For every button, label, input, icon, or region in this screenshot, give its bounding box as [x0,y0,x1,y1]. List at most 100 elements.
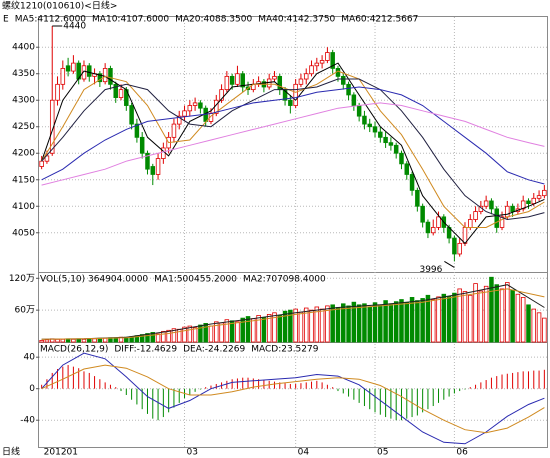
candle-body [171,123,177,138]
volume-bar [325,305,330,343]
volume-bar [399,299,404,343]
legend-entry: DIFF:-12.4629 [114,345,177,355]
candle-body [383,136,388,144]
volume-bar [261,317,267,343]
volume-bar [166,329,171,343]
candle-body [425,221,431,234]
annotation: 4440 [63,22,86,32]
candle-body [420,205,425,223]
candle-body [108,68,113,85]
y-tick-label: 4050 [12,228,35,238]
candle-body [462,227,468,244]
volume-bar [309,309,314,343]
legend-entry: MACD(26,12,9) [40,345,108,355]
volume-bar [356,304,362,343]
y-tick-label: 60万 [15,306,35,316]
candle-body [134,123,140,138]
candle-body [356,105,362,117]
macd-panel [38,342,548,448]
volume-bar [256,315,261,343]
candle-body [219,89,224,101]
volume-bar [219,322,224,343]
candle-body [489,200,494,210]
volume-bar [393,301,399,343]
candle-body [505,205,510,218]
candle-body [176,115,182,125]
candle-body [351,94,357,106]
candle-body [118,89,124,98]
x-tick-label: 04 [298,448,310,458]
volume-bar [288,309,293,343]
volume-bar [203,323,208,343]
indicator-line [41,102,545,186]
volume-bar [346,305,351,343]
volume-bar [510,289,515,343]
volume-bar [362,303,367,343]
volume-bar [81,338,87,343]
candle-body [272,75,277,80]
candle-body [399,152,404,165]
candle-body [303,73,309,80]
candle-body [346,83,351,96]
candle-body [87,65,92,77]
volume-bar [171,328,177,343]
volume-bar [39,340,44,343]
volume-bar [462,291,468,343]
volume-bar [505,282,510,343]
candle-body [378,131,383,138]
period-label: 日线 [2,446,20,458]
volume-bar [483,285,489,343]
volume-bar [536,312,542,343]
legend-entry: MA2:707098.4000 [243,275,326,285]
volume-bar [251,318,256,343]
candle-body [542,189,547,197]
legend-entry: MA5:4112.6000 [15,15,87,25]
legend-entry: VOL(5,10) 364904.0000 [40,275,148,285]
volume-bar [457,288,462,343]
candle-body [129,105,134,125]
candle-body [362,115,367,125]
legend-entry: MACD:23.5279 [251,345,319,355]
candle-body [341,75,346,85]
candle-body [393,144,399,154]
candle-body [330,52,335,69]
volume-bar [192,327,198,343]
candle-body [229,75,235,85]
y-tick-label: 4400 [12,43,35,53]
candle-body [224,75,230,91]
candle-body [494,208,499,228]
volume-bar [499,288,505,343]
candle-body [71,62,76,72]
volume-bar [282,310,288,343]
volume-bar [102,337,108,343]
volume-bar [182,326,187,343]
y-tick-label: 0 [29,384,35,394]
volume-bar [494,284,499,343]
volume-bar [303,307,309,343]
legend-entry: MA40:4142.3750 [258,15,335,25]
candle-body [473,211,478,220]
volume-bar [319,308,325,343]
y-tick-label: 4150 [12,175,35,185]
volume-bar [351,301,357,343]
indicator-line [41,62,545,245]
candle-body [60,68,66,85]
indicator-line [41,284,545,340]
volume-bar [378,304,383,343]
volume-bar [420,298,425,343]
indicator-line [41,70,545,228]
candle-body [531,197,537,205]
volume-bar [341,303,346,343]
volume-bar [415,300,420,343]
candle-body [483,200,489,207]
candle-body [457,242,462,255]
indicator-line [41,86,545,185]
volume-bar [520,297,526,343]
legend-entry: DEA:-24.2269 [183,345,245,355]
volume-bar [240,317,245,343]
volume-bar [198,324,203,343]
volume-bar [229,320,235,343]
annotation-pointer [444,260,455,268]
candle-body [415,189,420,207]
